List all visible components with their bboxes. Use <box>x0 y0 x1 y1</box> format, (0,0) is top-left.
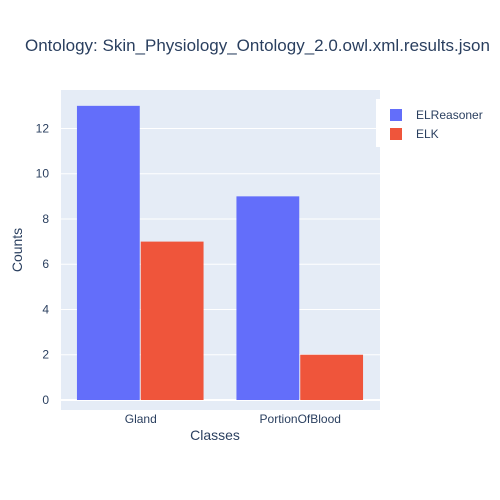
y-tick-label-2: 2 <box>42 348 49 362</box>
x-axis-title: Classes <box>190 427 240 443</box>
y-tick-label-6: 6 <box>42 257 49 271</box>
legend-label-elreasoner: ELReasoner <box>416 108 483 122</box>
bar-elk-gland[interactable] <box>140 241 204 400</box>
legend-item-elreasoner[interactable]: ELReasoner <box>390 108 483 122</box>
y-tick-label-12: 12 <box>36 121 50 135</box>
y-axis-title: Counts <box>9 228 25 272</box>
y-axis-ticks: 0 2 4 6 8 10 12 <box>36 121 50 407</box>
y-tick-label-10: 10 <box>36 167 50 181</box>
bar-elk-portionofblood[interactable] <box>300 354 364 400</box>
legend-swatch-elk <box>390 128 402 140</box>
x-axis-ticks: Gland PortionOfBlood <box>125 412 341 426</box>
chart-title: Ontology: Skin_Physiology_Ontology_2.0.o… <box>25 36 490 55</box>
legend[interactable]: ELReasoner ELK <box>376 99 500 147</box>
legend-label-elk: ELK <box>416 127 439 141</box>
legend-item-elk[interactable]: ELK <box>390 127 439 141</box>
y-tick-label-0: 0 <box>42 393 49 407</box>
y-tick-label-4: 4 <box>42 302 49 316</box>
legend-swatch-elreasoner <box>390 109 402 121</box>
x-tick-label-gland: Gland <box>125 412 157 426</box>
bar-elreasoner-portionofblood[interactable] <box>236 196 300 400</box>
y-tick-label-8: 8 <box>42 212 49 226</box>
bars <box>76 105 364 400</box>
bar-elreasoner-gland[interactable] <box>76 105 140 400</box>
x-tick-label-portionofblood: PortionOfBlood <box>260 412 341 426</box>
